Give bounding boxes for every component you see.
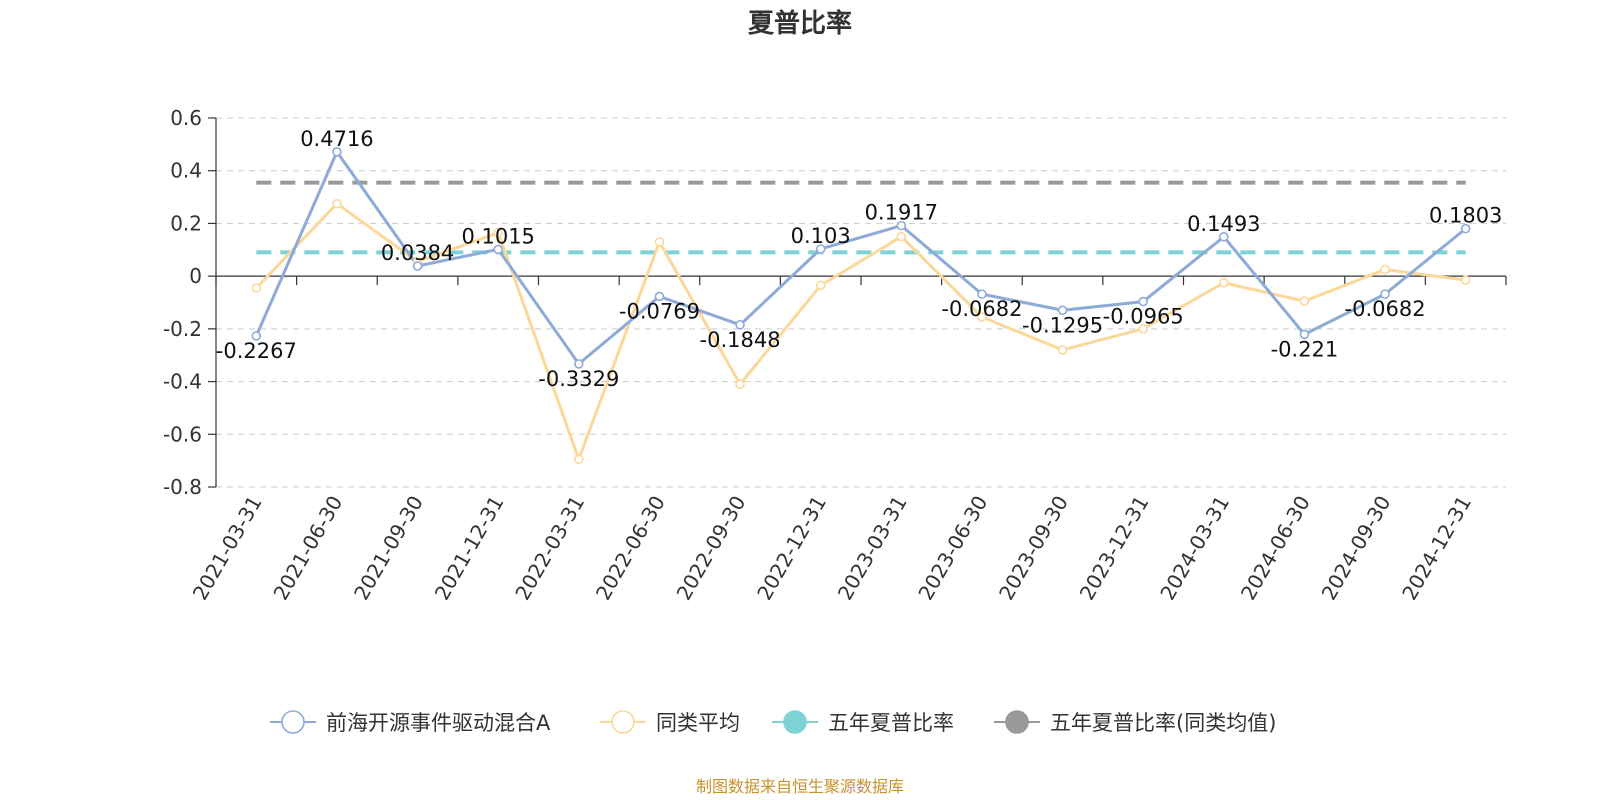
legend-marker (611, 710, 635, 734)
x-axis-ticks: 2021-03-31 2021-06-30 2021-09-30 2021-12-31… (188, 276, 1507, 605)
legend-item[interactable]: 前海开源事件驱动混合A (270, 710, 551, 735)
data-label: -0.0769 (619, 299, 700, 323)
data-point (1460, 275, 1471, 285)
legend-marker (783, 710, 807, 734)
reference-lines (256, 180, 1466, 255)
data-label: -0.1848 (700, 328, 781, 352)
y-tick-label: -0.4 (163, 370, 202, 394)
x-tick-label: 2021-09-30 (349, 492, 428, 605)
x-tick-label: 2022-09-30 (671, 492, 750, 605)
data-label: -0.221 (1271, 337, 1339, 361)
data-point (332, 198, 342, 209)
legend-label: 前海开源事件驱动混合A (326, 711, 551, 735)
data-label: -0.3329 (538, 367, 619, 391)
data-point (1057, 345, 1068, 355)
grid-lines (216, 117, 1506, 488)
y-tick-label: -0.8 (163, 475, 202, 499)
data-label: 0.1015 (461, 224, 534, 248)
data-point (1138, 324, 1148, 334)
y-tick-label: 0 (189, 264, 202, 288)
y-tick-label: 0.4 (170, 159, 202, 183)
data-label: -0.0965 (1103, 305, 1184, 329)
x-tick-label: 2022-03-31 (510, 492, 589, 605)
data-point (332, 147, 342, 157)
data-point (1460, 223, 1471, 234)
data-point (1219, 231, 1229, 242)
x-tick-label: 2023-03-31 (833, 492, 912, 605)
data-point (251, 283, 262, 293)
data-point (977, 289, 987, 299)
series-points (251, 147, 1471, 465)
data-point (251, 331, 262, 341)
data-point (654, 291, 665, 302)
data-label: 0.4716 (300, 127, 373, 151)
chart-title: 夏普比率 (748, 8, 852, 39)
data-label: 0.1917 (865, 201, 938, 225)
x-tick-label: 2023-12-31 (1075, 492, 1154, 605)
y-tick-label: -0.2 (163, 317, 202, 341)
data-point (1138, 296, 1148, 307)
data-label: 0.103 (791, 224, 851, 248)
data-point (1380, 289, 1390, 299)
data-labels: -0.22670.47160.03840.1015-0.3329-0.0769-… (216, 127, 1503, 391)
data-point (815, 244, 826, 254)
data-point (1057, 305, 1068, 316)
legend-marker (1005, 710, 1029, 734)
data-point (493, 227, 503, 238)
legend-label: 五年夏普比率 (828, 711, 954, 735)
data-label: -0.0682 (1345, 297, 1426, 321)
data-label: 0.1803 (1429, 204, 1502, 228)
source-note: 制图数据来自恒生聚源数据库 (696, 777, 904, 796)
axes (215, 118, 1506, 487)
x-tick-label: 2024-12-31 (1397, 492, 1476, 605)
legend-marker (281, 710, 305, 734)
x-tick-label: 2021-03-31 (188, 492, 267, 605)
data-point (1219, 277, 1229, 288)
y-tick-label: 0.6 (170, 106, 202, 130)
series-line (255, 202, 1466, 461)
legend-label: 同类平均 (656, 711, 740, 735)
x-tick-label: 2024-09-30 (1316, 492, 1395, 605)
data-point (654, 237, 665, 247)
x-tick-label: 2021-12-31 (430, 492, 509, 605)
series-line (254, 150, 1467, 366)
data-point (735, 320, 745, 330)
data-label: 0.1493 (1187, 212, 1260, 236)
x-tick-label: 2021-06-30 (268, 492, 347, 605)
legend-label: 五年夏普比率(同类均值) (1050, 711, 1276, 735)
y-axis-ticks: 0.6 0.4 0.2 0 -0.2 -0.4 -0.6 -0.8 (163, 106, 216, 499)
x-tick-label: 2022-12-31 (752, 492, 831, 605)
x-tick-label: 2024-03-31 (1155, 492, 1234, 605)
y-tick-label: -0.6 (163, 422, 202, 446)
data-label: 0.0384 (381, 241, 454, 265)
x-tick-label: 2024-06-30 (1236, 492, 1315, 605)
data-point (412, 261, 423, 271)
x-tick-label: 2023-09-30 (994, 492, 1073, 605)
data-point (1380, 264, 1390, 275)
x-tick-label: 2022-06-30 (591, 492, 670, 605)
data-point (493, 244, 503, 255)
data-point (977, 312, 987, 322)
data-label: -0.2267 (216, 339, 297, 363)
data-label: -0.0682 (941, 297, 1022, 321)
data-point (1299, 296, 1310, 306)
y-tick-label: 0.2 (170, 211, 202, 235)
legend-item[interactable]: 五年夏普比率 (772, 710, 954, 735)
data-point (735, 379, 745, 390)
data-point (574, 454, 584, 465)
legend-item[interactable]: 五年夏普比率(同类均值) (994, 710, 1276, 735)
series-lines (254, 150, 1467, 461)
data-point (896, 231, 907, 242)
data-point (815, 280, 826, 291)
legend: 前海开源事件驱动混合A 同类平均 五年夏普比率 五年夏普比率(同类均值) (270, 710, 1276, 735)
data-point (574, 359, 584, 369)
data-point (1299, 329, 1310, 340)
data-label: -0.1295 (1022, 313, 1103, 337)
legend-item[interactable]: 同类平均 (600, 710, 740, 735)
data-point (896, 220, 907, 231)
x-tick-label: 2023-06-30 (913, 492, 992, 605)
